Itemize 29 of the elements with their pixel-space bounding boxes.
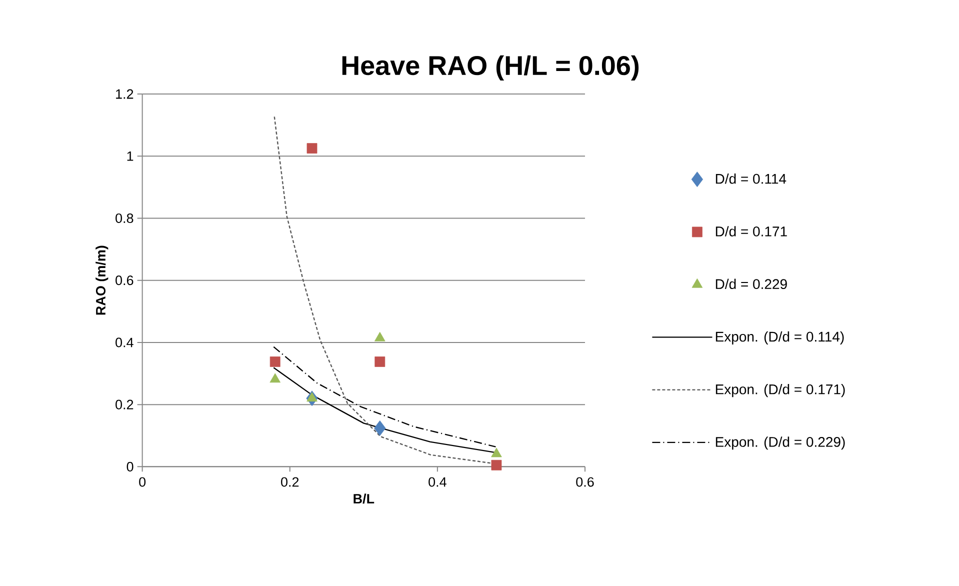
y-tick-label: 1.2 <box>116 89 134 99</box>
y-tick-label: 0.4 <box>116 338 134 348</box>
legend-label: D/d = 0.114 <box>716 174 786 184</box>
point <box>491 448 502 458</box>
legend-label: Expon. (D/d = 0.114) <box>716 331 844 344</box>
point <box>374 332 386 342</box>
y-tick-label: 0.2 <box>116 400 134 410</box>
y-tick-label: 0.8 <box>116 213 134 223</box>
legend-label: Expon. (D/d = 0.229) <box>716 436 845 450</box>
x-tick-label: 0.4 <box>428 477 446 487</box>
y-tick-label: 0.6 <box>116 276 134 286</box>
point <box>374 420 386 436</box>
point <box>306 392 318 402</box>
y-tick-label: 0 <box>126 462 134 472</box>
y-tick-label: 1 <box>127 151 134 161</box>
chart-title: Heave RAO (H/L = 0.06) <box>342 55 639 80</box>
point <box>270 356 280 367</box>
x-tick-label: 0 <box>139 477 146 487</box>
point <box>306 143 318 154</box>
point <box>270 373 281 383</box>
legend-label: Expon. (D/d = 0.171) <box>716 384 845 398</box>
point <box>374 356 386 367</box>
point <box>491 460 502 470</box>
x-axis-title: B/L <box>354 494 374 504</box>
x-tick-label: 0.2 <box>281 477 299 487</box>
legend-label: D/d = 0.229 <box>716 278 787 290</box>
x-tick-label: 0.6 <box>576 477 594 487</box>
y-axis-title: RAO (m/m) <box>96 246 108 315</box>
legend-label: D/d = 0.171 <box>716 226 787 236</box>
